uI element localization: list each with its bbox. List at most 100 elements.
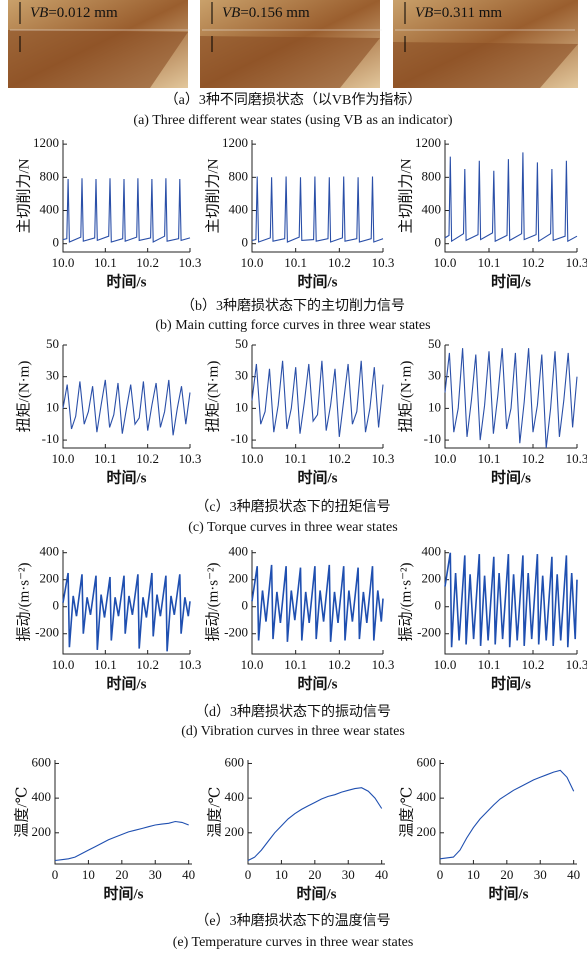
symbol: VB bbox=[30, 5, 48, 21]
caption-cn: （c）3种磨损状态下的扭矩信号 bbox=[195, 499, 390, 515]
x-tick-label: 10.2 bbox=[522, 657, 545, 672]
chart: -10 10 30 50 10.0 10.1 10.2 10.3 时间/s 扭矩/(N·m) bbox=[397, 336, 587, 486]
value: =0.156 mm bbox=[240, 5, 310, 21]
y-tick-label: 1200 bbox=[33, 135, 59, 150]
y-tick-label: -10 bbox=[42, 431, 59, 446]
value: =0.012 mm bbox=[48, 5, 118, 21]
x-tick-label: 40 bbox=[182, 867, 195, 882]
y-tick-label: 400 bbox=[229, 544, 249, 559]
x-tick-label: 0 bbox=[52, 867, 59, 882]
x-axis-label: 时间/s bbox=[491, 468, 531, 486]
chart: 200 400 600 0 10 20 30 40 时间/s 温度/℃ bbox=[13, 754, 195, 902]
x-tick-label: 10.1 bbox=[284, 255, 307, 270]
y-axis-label: 主切削力/N bbox=[204, 158, 221, 233]
y-tick-label: 400 bbox=[229, 202, 249, 217]
x-tick-label: 10.2 bbox=[328, 451, 351, 466]
x-tick-label: 10.1 bbox=[94, 255, 117, 270]
y-axis-label: 主切削力/N bbox=[397, 158, 414, 233]
x-axis-label: 时间/s bbox=[297, 468, 337, 486]
y-tick-label: 400 bbox=[422, 202, 442, 217]
data-line bbox=[251, 176, 384, 243]
data-line bbox=[251, 564, 384, 642]
photo-label: VB=0.156 mm bbox=[222, 5, 310, 21]
x-tick-label: 10.0 bbox=[52, 451, 75, 466]
x-axis-label: 时间/s bbox=[491, 674, 531, 692]
caption-cn: （d）3种磨损状态下的振动信号 bbox=[195, 704, 391, 720]
x-tick-label: 30 bbox=[149, 867, 162, 882]
y-axis-label: 振动/(m·s⁻²) bbox=[204, 562, 221, 641]
x-axis-label: 时间/s bbox=[491, 272, 531, 290]
x-tick-label: 10 bbox=[82, 867, 95, 882]
x-tick-label: 10.0 bbox=[434, 451, 457, 466]
chart: 200 400 600 0 10 20 30 40 时间/s 温度/℃ bbox=[206, 754, 388, 902]
axes bbox=[247, 760, 385, 865]
y-tick-label: 30 bbox=[46, 368, 59, 383]
caption-en: (a) Three different wear states (using V… bbox=[133, 113, 453, 128]
photo-label: VB=0.311 mm bbox=[415, 5, 502, 21]
x-tick-label: 10.1 bbox=[478, 451, 501, 466]
y-tick-label: -200 bbox=[417, 625, 441, 640]
photo bbox=[200, 0, 380, 88]
x-tick-label: 10.0 bbox=[52, 255, 75, 270]
y-tick-label: -10 bbox=[424, 431, 441, 446]
y-tick-label: 600 bbox=[32, 754, 52, 769]
caption-en: (b) Main cutting force curves in three w… bbox=[155, 318, 430, 333]
data-line bbox=[247, 787, 383, 861]
x-tick-label: 0 bbox=[245, 867, 252, 882]
y-tick-label: 200 bbox=[32, 824, 52, 839]
data-line bbox=[444, 152, 578, 243]
y-tick-label: 200 bbox=[417, 824, 437, 839]
x-tick-label: 10.3 bbox=[372, 451, 395, 466]
x-tick-label: 10.1 bbox=[284, 657, 307, 672]
chart: 200 400 600 0 10 20 30 40 时间/s 温度/℃ bbox=[398, 754, 580, 902]
x-tick-label: 10 bbox=[467, 867, 480, 882]
x-tick-label: 20 bbox=[308, 867, 321, 882]
x-tick-label: 10.2 bbox=[522, 255, 545, 270]
x-tick-label: 10.2 bbox=[136, 255, 159, 270]
x-tick-label: 10.0 bbox=[241, 255, 264, 270]
y-tick-label: 30 bbox=[428, 368, 441, 383]
x-tick-label: 10.2 bbox=[522, 451, 545, 466]
caption-en: (c) Torque curves in three wear states bbox=[188, 520, 397, 535]
photo bbox=[8, 0, 188, 88]
x-tick-label: 30 bbox=[534, 867, 547, 882]
x-axis-label: 时间/s bbox=[106, 468, 146, 486]
y-tick-label: 1200 bbox=[415, 135, 441, 150]
y-tick-label: 400 bbox=[40, 544, 60, 559]
x-tick-label: 10.2 bbox=[136, 657, 159, 672]
chart: 0 400 800 1200 10.0 10.1 10.2 10.3 时间/s 主切削力/N bbox=[204, 135, 394, 290]
y-tick-label: 10 bbox=[46, 399, 59, 414]
x-tick-label: 10.3 bbox=[179, 451, 202, 466]
y-tick-label: 400 bbox=[225, 789, 245, 804]
y-tick-label: 200 bbox=[229, 571, 249, 586]
x-tick-label: 10.3 bbox=[566, 451, 587, 466]
y-tick-label: 400 bbox=[417, 789, 437, 804]
y-tick-label: -10 bbox=[231, 431, 248, 446]
y-tick-label: 800 bbox=[229, 168, 249, 183]
x-tick-label: 10.3 bbox=[566, 657, 587, 672]
y-axis-label: 扭矩/(N·m) bbox=[397, 361, 414, 433]
x-tick-label: 10.0 bbox=[241, 657, 264, 672]
x-tick-label: 10.0 bbox=[241, 451, 264, 466]
x-tick-label: 10.1 bbox=[478, 255, 501, 270]
y-tick-label: 400 bbox=[32, 789, 52, 804]
y-tick-label: 1200 bbox=[222, 135, 248, 150]
y-tick-label: 200 bbox=[422, 571, 442, 586]
x-tick-label: 10.1 bbox=[284, 451, 307, 466]
y-tick-label: 0 bbox=[53, 598, 60, 613]
y-tick-label: 200 bbox=[225, 824, 245, 839]
x-axis-label: 时间/s bbox=[488, 884, 528, 902]
y-tick-label: 30 bbox=[235, 368, 248, 383]
x-tick-label: 40 bbox=[375, 867, 388, 882]
data-line bbox=[62, 379, 191, 436]
chart: -10 10 30 50 10.0 10.1 10.2 10.3 时间/s 扭矩/(N·m) bbox=[15, 336, 201, 486]
y-axis-label: 温度/℃ bbox=[206, 787, 223, 838]
y-tick-label: 10 bbox=[428, 399, 441, 414]
x-tick-label: 10.3 bbox=[566, 255, 587, 270]
data-line bbox=[444, 552, 578, 648]
y-tick-label: 50 bbox=[428, 336, 441, 351]
y-tick-label: -200 bbox=[35, 625, 59, 640]
y-tick-label: 400 bbox=[422, 544, 442, 559]
data-line bbox=[62, 178, 191, 243]
